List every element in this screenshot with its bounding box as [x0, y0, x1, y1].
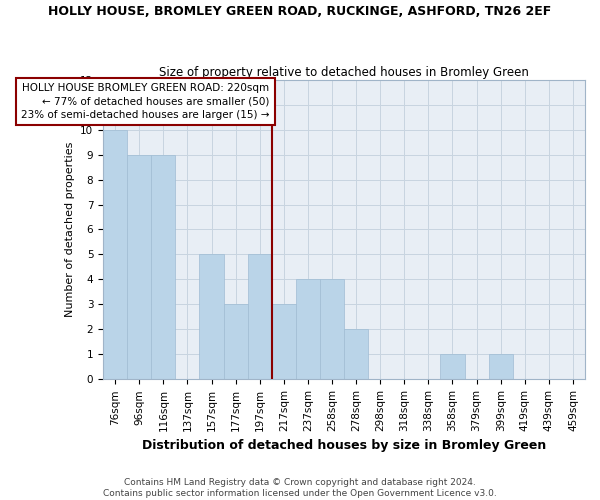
Bar	[488, 354, 513, 380]
Bar	[127, 154, 151, 380]
Bar	[320, 280, 344, 380]
Text: HOLLY HOUSE BROMLEY GREEN ROAD: 220sqm
← 77% of detached houses are smaller (50): HOLLY HOUSE BROMLEY GREEN ROAD: 220sqm ←…	[21, 84, 269, 120]
Bar	[248, 254, 272, 380]
Text: Contains HM Land Registry data © Crown copyright and database right 2024.
Contai: Contains HM Land Registry data © Crown c…	[103, 478, 497, 498]
Bar	[199, 254, 224, 380]
Text: HOLLY HOUSE, BROMLEY GREEN ROAD, RUCKINGE, ASHFORD, TN26 2EF: HOLLY HOUSE, BROMLEY GREEN ROAD, RUCKING…	[49, 5, 551, 18]
Bar	[224, 304, 248, 380]
Bar	[296, 280, 320, 380]
X-axis label: Distribution of detached houses by size in Bromley Green: Distribution of detached houses by size …	[142, 440, 546, 452]
Bar	[344, 330, 368, 380]
Y-axis label: Number of detached properties: Number of detached properties	[65, 142, 74, 317]
Title: Size of property relative to detached houses in Bromley Green: Size of property relative to detached ho…	[159, 66, 529, 78]
Bar	[440, 354, 464, 380]
Bar	[272, 304, 296, 380]
Bar	[103, 130, 127, 380]
Bar	[151, 154, 175, 380]
